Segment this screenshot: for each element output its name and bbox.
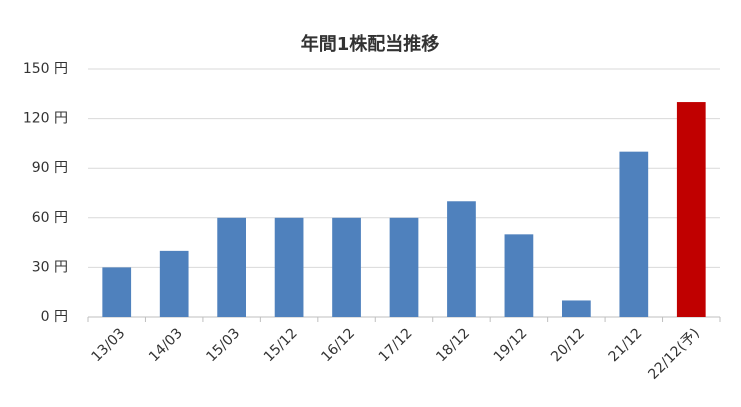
x-tick-label: 22/12(予) [645, 325, 702, 382]
y-tick-label: 120 円 [23, 111, 68, 127]
x-tick-label: 14/03 [146, 325, 186, 365]
x-tick-label: 16/12 [318, 325, 358, 365]
x-tick-label: 13/03 [89, 325, 129, 365]
x-tick-label: 15/12 [261, 325, 301, 365]
x-tick-label: 17/12 [376, 325, 416, 365]
x-tick-label: 15/03 [203, 325, 243, 365]
x-tick-label: 18/12 [433, 325, 473, 365]
bar [159, 250, 189, 317]
bar [676, 102, 706, 317]
y-tick-label: 150 円 [23, 61, 68, 77]
chart-title: 年間1株配当推移 [301, 33, 440, 55]
y-tick-label: 30 円 [32, 259, 68, 275]
bar [562, 300, 591, 317]
y-tick-label: 0 円 [41, 309, 68, 325]
bar [504, 234, 534, 317]
x-tick-label: 20/12 [548, 325, 588, 365]
x-tick-label: 19/12 [491, 325, 531, 365]
bar [217, 217, 246, 317]
bar [332, 217, 361, 317]
bar [447, 201, 476, 317]
y-tick-label: 90 円 [32, 160, 68, 176]
x-tick-label: 21/12 [606, 325, 646, 365]
bar [274, 217, 304, 317]
bar [389, 217, 419, 317]
y-tick-label: 60 円 [32, 210, 68, 226]
bar [619, 151, 649, 317]
bar [102, 267, 132, 317]
